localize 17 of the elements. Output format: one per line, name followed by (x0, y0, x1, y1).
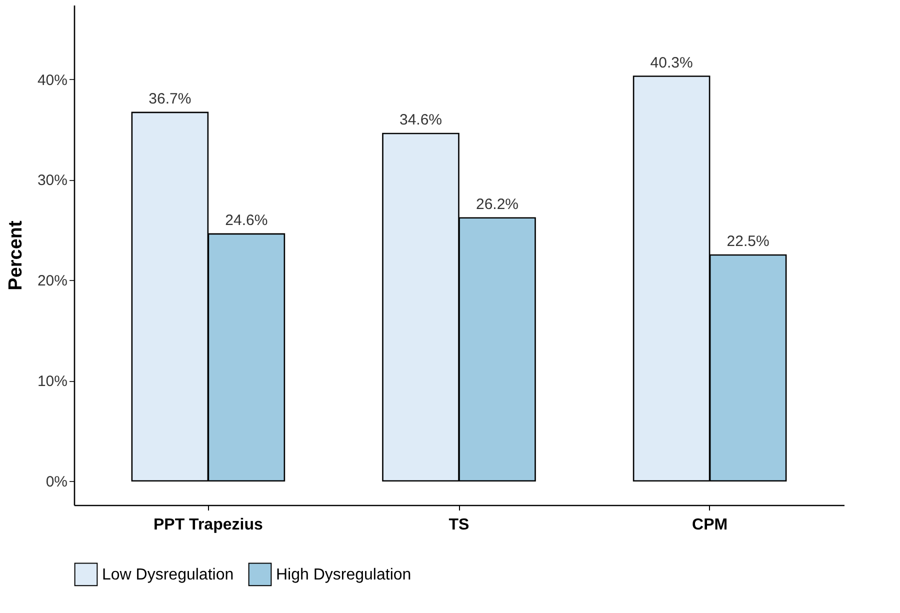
legend-label: Low Dysregulation (102, 566, 234, 584)
data-label: 22.5% (726, 233, 770, 250)
data-label: 24.6% (225, 212, 268, 229)
data-label: 40.3% (650, 54, 693, 72)
data-label: 26.2% (476, 196, 519, 213)
legend-label: High Dysregulation (276, 566, 412, 584)
y-tick-label: 0% (46, 473, 68, 490)
y-tick-label: 30% (37, 172, 68, 190)
x-tick-label: CPM (692, 516, 728, 534)
y-axis-title: Percent (5, 220, 26, 290)
y-tick-label: 10% (37, 373, 68, 390)
y-tick-label: 20% (37, 272, 68, 290)
x-tick-label: TS (448, 516, 470, 534)
data-label: 34.6% (399, 112, 442, 129)
y-tick-label: 40% (37, 72, 68, 89)
x-tick-label: PPT Trapezius (154, 516, 263, 534)
data-label: 36.7% (148, 90, 192, 108)
